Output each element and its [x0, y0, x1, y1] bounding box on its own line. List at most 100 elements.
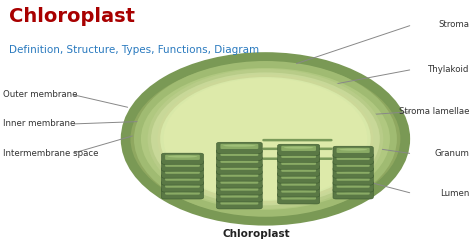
FancyBboxPatch shape	[220, 172, 258, 177]
Ellipse shape	[339, 149, 367, 151]
FancyBboxPatch shape	[337, 189, 370, 195]
Text: Outer membrane: Outer membrane	[3, 90, 78, 99]
Ellipse shape	[284, 167, 313, 170]
Ellipse shape	[168, 162, 197, 165]
Ellipse shape	[223, 158, 255, 161]
FancyBboxPatch shape	[217, 156, 262, 167]
Ellipse shape	[168, 183, 197, 186]
FancyBboxPatch shape	[281, 160, 316, 165]
Ellipse shape	[284, 147, 313, 149]
FancyBboxPatch shape	[333, 181, 374, 192]
FancyBboxPatch shape	[220, 179, 258, 184]
FancyBboxPatch shape	[217, 142, 262, 153]
FancyBboxPatch shape	[165, 169, 200, 174]
FancyBboxPatch shape	[220, 192, 258, 198]
Ellipse shape	[223, 200, 255, 202]
Ellipse shape	[223, 193, 255, 195]
FancyBboxPatch shape	[337, 183, 370, 188]
Text: Granum: Granum	[434, 149, 469, 158]
FancyBboxPatch shape	[220, 199, 258, 205]
FancyBboxPatch shape	[220, 151, 258, 156]
FancyBboxPatch shape	[281, 174, 316, 179]
Ellipse shape	[168, 176, 197, 179]
FancyBboxPatch shape	[278, 158, 319, 169]
FancyBboxPatch shape	[278, 165, 319, 176]
Ellipse shape	[223, 145, 255, 147]
FancyBboxPatch shape	[278, 151, 319, 162]
FancyBboxPatch shape	[162, 153, 203, 164]
FancyBboxPatch shape	[333, 188, 374, 199]
Text: Stroma lamellae: Stroma lamellae	[399, 107, 469, 116]
Ellipse shape	[223, 152, 255, 154]
Ellipse shape	[339, 190, 367, 192]
FancyBboxPatch shape	[337, 155, 370, 160]
Ellipse shape	[223, 186, 255, 188]
FancyBboxPatch shape	[162, 174, 203, 185]
Ellipse shape	[339, 183, 367, 186]
FancyBboxPatch shape	[220, 144, 258, 149]
Text: Definition, Structure, Types, Functions, Diagram: Definition, Structure, Types, Functions,…	[9, 45, 260, 55]
FancyBboxPatch shape	[162, 188, 203, 199]
FancyBboxPatch shape	[217, 170, 262, 181]
FancyBboxPatch shape	[220, 165, 258, 170]
FancyBboxPatch shape	[281, 181, 316, 186]
FancyBboxPatch shape	[217, 184, 262, 195]
Ellipse shape	[223, 179, 255, 182]
FancyBboxPatch shape	[333, 167, 374, 178]
Ellipse shape	[284, 154, 313, 156]
FancyBboxPatch shape	[333, 153, 374, 164]
FancyBboxPatch shape	[217, 163, 262, 174]
FancyBboxPatch shape	[278, 186, 319, 197]
Ellipse shape	[126, 57, 405, 221]
FancyBboxPatch shape	[281, 187, 316, 193]
FancyBboxPatch shape	[278, 179, 319, 190]
FancyBboxPatch shape	[278, 144, 319, 155]
FancyBboxPatch shape	[165, 176, 200, 181]
Ellipse shape	[223, 172, 255, 175]
FancyBboxPatch shape	[165, 162, 200, 167]
Text: Stroma: Stroma	[438, 20, 469, 29]
FancyBboxPatch shape	[337, 162, 370, 167]
FancyBboxPatch shape	[220, 186, 258, 191]
FancyBboxPatch shape	[337, 176, 370, 181]
Text: Lumen: Lumen	[440, 189, 469, 198]
Ellipse shape	[137, 64, 393, 213]
Ellipse shape	[168, 169, 197, 172]
FancyBboxPatch shape	[162, 181, 203, 192]
FancyBboxPatch shape	[337, 148, 370, 153]
FancyBboxPatch shape	[162, 160, 203, 171]
FancyBboxPatch shape	[162, 167, 203, 178]
Ellipse shape	[223, 165, 255, 168]
Text: Intermembrane space: Intermembrane space	[3, 149, 99, 158]
FancyBboxPatch shape	[333, 160, 374, 171]
Ellipse shape	[284, 188, 313, 190]
FancyBboxPatch shape	[281, 153, 316, 158]
Ellipse shape	[149, 71, 382, 207]
Text: Thylakoid: Thylakoid	[428, 65, 469, 74]
Ellipse shape	[168, 190, 197, 192]
Ellipse shape	[284, 195, 313, 197]
FancyBboxPatch shape	[217, 198, 262, 209]
Ellipse shape	[284, 160, 313, 163]
FancyBboxPatch shape	[337, 169, 370, 174]
Ellipse shape	[339, 162, 367, 165]
FancyBboxPatch shape	[278, 193, 319, 204]
FancyBboxPatch shape	[281, 167, 316, 172]
FancyBboxPatch shape	[217, 177, 262, 188]
FancyBboxPatch shape	[165, 189, 200, 195]
FancyBboxPatch shape	[217, 191, 262, 202]
Ellipse shape	[164, 78, 367, 200]
FancyBboxPatch shape	[281, 194, 316, 200]
FancyBboxPatch shape	[220, 158, 258, 163]
Text: Chloroplast: Chloroplast	[222, 229, 290, 239]
FancyBboxPatch shape	[278, 172, 319, 183]
FancyBboxPatch shape	[165, 155, 200, 160]
FancyBboxPatch shape	[333, 146, 374, 157]
FancyBboxPatch shape	[217, 149, 262, 160]
Ellipse shape	[339, 169, 367, 172]
Ellipse shape	[339, 155, 367, 158]
Ellipse shape	[284, 174, 313, 177]
Ellipse shape	[284, 181, 313, 184]
Text: Inner membrane: Inner membrane	[3, 120, 76, 128]
Ellipse shape	[168, 155, 197, 158]
